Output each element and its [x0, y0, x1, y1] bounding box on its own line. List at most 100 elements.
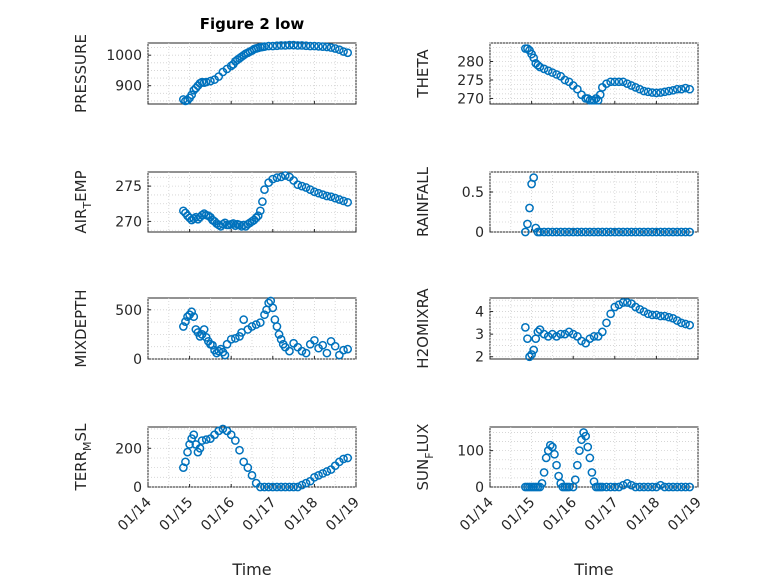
data-point — [681, 319, 690, 329]
data-point — [577, 336, 586, 346]
x-tick-label: 01/14 — [457, 494, 497, 534]
data-point — [660, 87, 670, 97]
data-point — [589, 477, 599, 486]
data-point — [301, 183, 311, 192]
data-point — [548, 68, 557, 77]
data-point — [656, 88, 665, 97]
data-point — [664, 312, 674, 322]
y-axis-label: H2OMIXRA — [414, 288, 432, 369]
data-point — [543, 227, 553, 237]
data-point — [610, 77, 620, 87]
data-point — [602, 318, 611, 328]
data-point — [251, 320, 261, 329]
data-point — [677, 227, 686, 237]
data-point — [326, 43, 336, 52]
data-point — [276, 172, 286, 182]
data-point — [643, 482, 653, 492]
data-point — [597, 482, 607, 492]
data-point — [189, 312, 199, 322]
data-point — [664, 86, 674, 96]
data-point — [285, 346, 294, 356]
y-tick-label: 270 — [115, 214, 142, 230]
y-tick-label: 275 — [115, 179, 142, 195]
data-point — [185, 213, 194, 223]
data-point — [197, 210, 207, 220]
data-point — [589, 332, 599, 341]
y-axis-label: RAINFALL — [414, 166, 432, 237]
data-point — [668, 85, 678, 95]
data-point — [537, 479, 547, 488]
x-axis-label-left: Time — [231, 560, 271, 579]
data-point — [647, 310, 657, 320]
data-point — [239, 315, 249, 324]
data-point — [564, 482, 574, 492]
data-point — [548, 329, 557, 339]
data-point — [685, 320, 695, 330]
data-point — [660, 227, 670, 237]
data-point — [195, 443, 205, 453]
data-point — [539, 468, 549, 477]
data-point — [235, 445, 244, 455]
data-point — [643, 309, 653, 319]
data-point — [222, 339, 232, 349]
data-point — [218, 424, 228, 434]
y-tick-label: 500 — [115, 303, 142, 319]
data-point — [330, 44, 340, 53]
y-tick-label: 100 — [457, 444, 484, 460]
data-point — [606, 77, 615, 87]
data-point — [527, 350, 536, 359]
data-point — [614, 77, 624, 87]
figure-title: Figure 2 low — [200, 15, 305, 33]
data-point — [539, 64, 549, 74]
y-tick-label: 0 — [475, 480, 484, 496]
data-point — [310, 187, 319, 197]
data-point — [677, 482, 686, 492]
data-point — [201, 77, 211, 87]
data-point — [668, 313, 678, 323]
data-point — [539, 227, 549, 237]
data-point — [577, 227, 586, 237]
data-point — [643, 87, 653, 97]
data-point — [335, 195, 344, 204]
data-point — [226, 334, 236, 344]
x-tick-label: 01/15 — [157, 495, 197, 535]
data-point — [652, 310, 661, 320]
y-tick-label: 900 — [115, 79, 142, 95]
data-point — [343, 48, 353, 58]
subplot-theta: 270 275 280 THETA — [414, 42, 699, 107]
subplot-pressure: 900 1000 PRESSURE — [72, 34, 357, 113]
y-tick-label: 200 — [115, 441, 142, 457]
x-tick-label: 01/19 — [665, 495, 705, 535]
x-tick-label: 01/19 — [323, 495, 363, 535]
data-point — [301, 478, 311, 488]
data-point — [305, 185, 315, 194]
data-point — [618, 298, 628, 307]
data-point — [314, 42, 323, 51]
data-point — [652, 482, 661, 492]
x-tick-label: 01/16 — [198, 494, 238, 534]
data-point — [301, 41, 311, 51]
data-point — [606, 309, 615, 319]
data-point — [656, 311, 665, 321]
y-tick-label: 0 — [475, 225, 484, 241]
data-point — [268, 41, 278, 51]
x-tick-label: 01/14 — [115, 494, 155, 534]
data-point — [556, 329, 566, 339]
data-point — [552, 332, 561, 341]
data-point — [539, 329, 549, 339]
data-point — [314, 188, 323, 198]
data-point — [589, 227, 599, 237]
data-point — [183, 447, 192, 457]
y-axis-label: PRESSURE — [72, 34, 90, 113]
data-point — [523, 219, 532, 229]
data-point — [643, 227, 653, 237]
data-point — [285, 40, 294, 50]
data-point — [548, 227, 557, 237]
data-point — [189, 430, 199, 440]
y-tick-label: 4 — [475, 305, 484, 321]
data-point — [635, 227, 645, 237]
data-point — [181, 317, 190, 326]
data-point — [627, 81, 636, 90]
data-point — [231, 221, 240, 230]
data-point — [272, 173, 282, 182]
